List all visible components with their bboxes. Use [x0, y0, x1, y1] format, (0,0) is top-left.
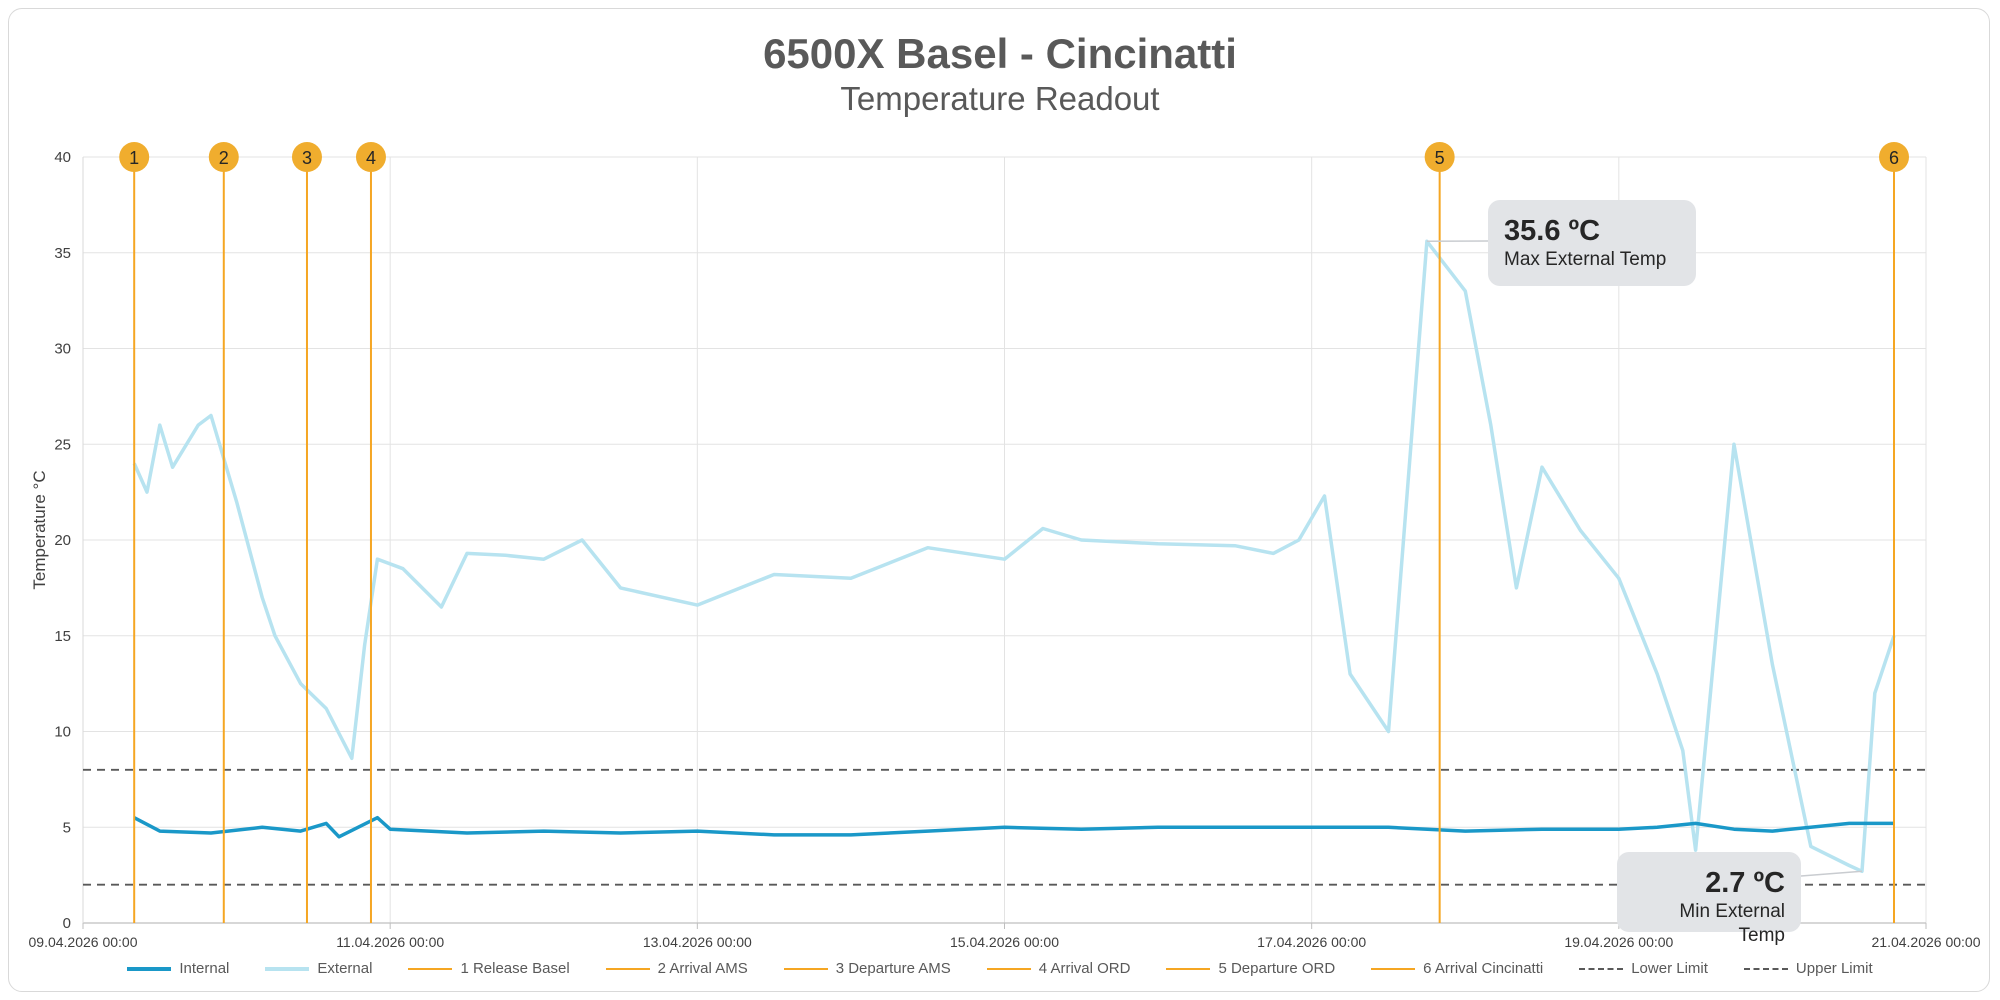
legend-label: External	[317, 960, 373, 977]
x-tick-label: 11.04.2026 00:00	[336, 934, 444, 950]
event-marker-label: 3	[302, 148, 312, 168]
legend-label: Lower Limit	[1631, 960, 1708, 977]
legend-label: 4 Arrival ORD	[1038, 960, 1131, 977]
chart-legend: Internal External 1 Release Basel 2 Arrival…	[0, 960, 2000, 977]
legend-label: 3 Departure AMS	[835, 960, 951, 977]
event-marker	[291, 142, 322, 172]
event-marker	[119, 142, 150, 172]
legend-swatch	[605, 967, 650, 970]
legend-item: Internal	[127, 960, 229, 977]
legend-label: 2 Arrival AMS	[657, 960, 748, 977]
event-marker	[1879, 142, 1910, 172]
event-marker-label: 2	[219, 148, 229, 168]
legend-swatch	[986, 967, 1031, 970]
legend-item: 3 Departure AMS	[783, 960, 951, 977]
min-temp-label: Min External Temp	[1679, 901, 1785, 946]
legend-swatch	[127, 966, 172, 971]
min-callout-connector	[1800, 870, 1863, 877]
legend-swatch	[1371, 967, 1416, 970]
x-tick-label: 13.04.2026 00:00	[643, 934, 752, 950]
legend-label: Internal	[179, 960, 230, 977]
x-tick-label: 19.04.2026 00:00	[1564, 934, 1673, 950]
event-marker	[208, 142, 239, 172]
x-tick-label: 17.04.2026 00:00	[1257, 934, 1366, 950]
x-tick-label: 09.04.2026 00:00	[29, 934, 138, 950]
legend-label: Upper Limit	[1795, 960, 1873, 977]
max-temp-value: 35.6 ºC	[1504, 215, 1601, 247]
legend-swatch	[783, 967, 828, 970]
legend-item: 2 Arrival AMS	[605, 960, 748, 977]
min-temp-value: 2.7 ºC	[1705, 867, 1785, 899]
y-tick-label: 40	[54, 149, 71, 166]
max-temp-label: Max External Temp	[1504, 249, 1667, 270]
event-marker-label: 4	[366, 148, 376, 168]
event-marker-label: 6	[1889, 148, 1899, 168]
legend-label: 1 Release Basel	[460, 960, 570, 977]
legend-swatch	[1166, 967, 1211, 970]
legend-item: 1 Release Basel	[408, 960, 570, 977]
y-tick-label: 25	[54, 436, 71, 453]
legend-swatch	[265, 966, 310, 971]
series-line-external	[132, 239, 1896, 874]
min-temp-callout: 2.7 ºC Min External Temp	[1617, 852, 1801, 946]
y-tick-label: 10	[54, 724, 71, 741]
legend-swatch	[408, 967, 453, 970]
y-tick-label: 5	[63, 819, 71, 836]
y-tick-label: 30	[54, 341, 71, 358]
event-marker-label: 1	[129, 148, 139, 168]
chart-subtitle: Temperature Readout	[840, 80, 1160, 117]
legend-item: 4 Arrival ORD	[986, 960, 1131, 977]
legend-item: Upper Limit	[1743, 960, 1873, 977]
legend-swatch	[1579, 967, 1624, 970]
x-tick-label: 21.04.2026 00:00	[1872, 934, 1981, 950]
chart-title: 6500X Basel - Cincinatti	[763, 30, 1237, 77]
x-tick-label: 15.04.2026 00:00	[950, 934, 1059, 950]
y-tick-label: 15	[54, 628, 71, 645]
legend-swatch	[1743, 967, 1788, 970]
event-marker	[1424, 142, 1455, 172]
max-temp-callout: 35.6 ºC Max External Temp	[1488, 200, 1696, 286]
y-tick-label: 35	[54, 245, 71, 262]
legend-item: 6 Arrival Cincinatti	[1371, 960, 1543, 977]
y-tick-label: 20	[54, 532, 71, 549]
chart-header: 6500X Basel - Cincinatti Temperature Rea…	[0, 28, 2000, 118]
y-tick-label: 0	[63, 915, 71, 932]
legend-label: 5 Departure ORD	[1218, 960, 1336, 977]
series-line-internal	[133, 815, 1894, 839]
event-marker	[355, 142, 386, 172]
legend-item: Lower Limit	[1579, 960, 1708, 977]
legend-item: External	[265, 960, 372, 977]
legend-label: 6 Arrival Cincinatti	[1423, 960, 1544, 977]
event-marker-label: 5	[1435, 148, 1445, 168]
legend-item: 5 Departure ORD	[1166, 960, 1335, 977]
